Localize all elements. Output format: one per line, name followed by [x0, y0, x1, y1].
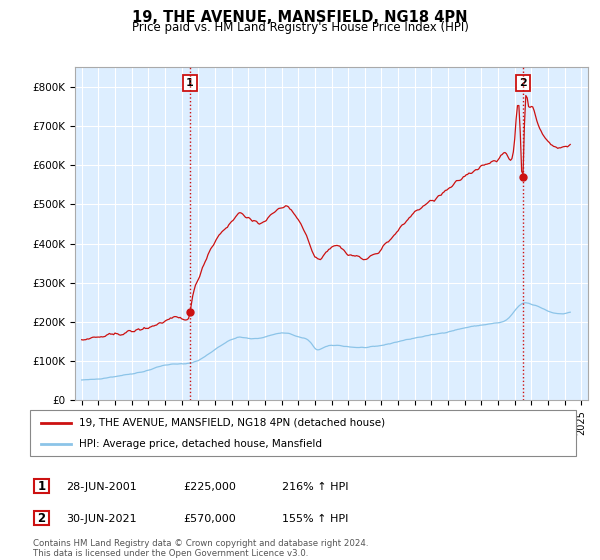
Text: 155% ↑ HPI: 155% ↑ HPI	[282, 514, 349, 524]
FancyBboxPatch shape	[34, 479, 49, 493]
Text: 1: 1	[186, 78, 194, 88]
FancyBboxPatch shape	[34, 511, 49, 525]
Text: 19, THE AVENUE, MANSFIELD, NG18 4PN (detached house): 19, THE AVENUE, MANSFIELD, NG18 4PN (det…	[79, 418, 385, 428]
Text: £225,000: £225,000	[183, 482, 236, 492]
Text: 2: 2	[37, 511, 46, 525]
Text: Contains HM Land Registry data © Crown copyright and database right 2024.
This d: Contains HM Land Registry data © Crown c…	[33, 539, 368, 558]
Text: 2: 2	[519, 78, 527, 88]
Text: 30-JUN-2021: 30-JUN-2021	[66, 514, 137, 524]
Text: 28-JUN-2001: 28-JUN-2001	[66, 482, 137, 492]
Text: HPI: Average price, detached house, Mansfield: HPI: Average price, detached house, Mans…	[79, 439, 322, 449]
FancyBboxPatch shape	[30, 410, 576, 456]
Text: 1: 1	[37, 479, 46, 493]
Text: £570,000: £570,000	[183, 514, 236, 524]
Text: 19, THE AVENUE, MANSFIELD, NG18 4PN: 19, THE AVENUE, MANSFIELD, NG18 4PN	[132, 10, 468, 25]
Text: 216% ↑ HPI: 216% ↑ HPI	[282, 482, 349, 492]
Text: Price paid vs. HM Land Registry's House Price Index (HPI): Price paid vs. HM Land Registry's House …	[131, 21, 469, 34]
